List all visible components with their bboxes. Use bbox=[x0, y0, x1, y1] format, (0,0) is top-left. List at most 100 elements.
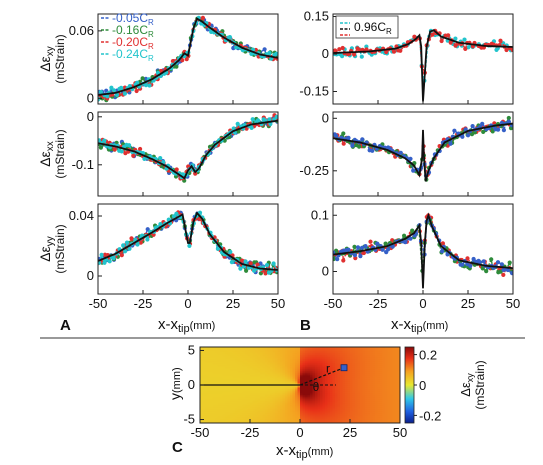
y-axis-label-a3: Δεyy bbox=[37, 236, 56, 262]
x-tick-label: 0 bbox=[184, 296, 191, 311]
y-tick-label: -5 bbox=[183, 412, 195, 427]
panel-a1: 0 0.06 Δεxy(mStrain) bbox=[37, 13, 279, 105]
data-point-cyan bbox=[127, 84, 132, 89]
data-point-cyan bbox=[98, 260, 102, 265]
data-point-red bbox=[341, 141, 346, 146]
colorbar-gradient bbox=[404, 346, 415, 424]
data-point-red bbox=[337, 47, 342, 52]
data-point-blue bbox=[360, 137, 365, 142]
x-axis-label-c: x-xtip(mm) bbox=[276, 442, 333, 461]
data-point-blue bbox=[477, 260, 482, 265]
legend-b: 0.96CR bbox=[335, 15, 399, 39]
panel-label-a: A bbox=[60, 317, 71, 334]
y-axis-unit-a2: (mStrain) bbox=[53, 129, 67, 178]
data-point-blue bbox=[370, 148, 375, 153]
data-point-red bbox=[352, 52, 357, 57]
model-curve bbox=[98, 211, 278, 271]
data-point-blue bbox=[359, 245, 365, 250]
data-point-blue bbox=[496, 127, 501, 132]
data-point-cyan bbox=[227, 35, 232, 40]
data-point-green bbox=[490, 129, 495, 134]
x-tick-label: -25 bbox=[369, 296, 388, 311]
data-point-red bbox=[129, 236, 134, 241]
data-point-red bbox=[390, 238, 395, 243]
data-point-red bbox=[463, 46, 468, 52]
data-point-blue bbox=[398, 150, 403, 155]
model-curve bbox=[98, 119, 278, 180]
data-point-blue bbox=[145, 227, 150, 232]
data-point-cyan bbox=[228, 249, 233, 255]
panel-b2: 0 -0.25 bbox=[299, 110, 514, 197]
data-point-red bbox=[498, 38, 503, 43]
series-line-red bbox=[334, 29, 513, 76]
data-point-blue bbox=[262, 47, 267, 52]
data-point-cyan bbox=[127, 246, 132, 251]
series-group-a2 bbox=[98, 113, 278, 183]
y-tick-label: 0 bbox=[322, 264, 329, 279]
data-point-blue bbox=[335, 257, 340, 262]
data-point-blue bbox=[495, 260, 501, 265]
y-tick-label: 0 bbox=[87, 109, 94, 124]
data-point-cyan bbox=[453, 36, 458, 41]
data-point-cyan bbox=[267, 117, 272, 122]
data-point-cyan bbox=[255, 118, 261, 123]
data-point-red bbox=[439, 38, 444, 44]
data-point-blue bbox=[440, 249, 445, 254]
data-point-cyan bbox=[359, 54, 364, 59]
data-point-blue bbox=[505, 267, 511, 273]
y-tick-label: 5 bbox=[188, 342, 195, 357]
y-tick-label: -0.1 bbox=[72, 157, 94, 172]
legend-entry-red: -0.20CR bbox=[112, 35, 154, 51]
y-axis-label-c: y(mm) bbox=[167, 367, 183, 400]
data-point-blue bbox=[334, 133, 339, 138]
data-point-red bbox=[200, 15, 205, 20]
y-axis-unit-a1: (mStrain) bbox=[53, 34, 67, 83]
data-point-red bbox=[364, 47, 369, 52]
data-point-cyan bbox=[109, 85, 114, 90]
colorbar: 0.2 0 -0.2 Δεxy(mStrain) bbox=[404, 346, 487, 424]
data-point-cyan bbox=[98, 89, 103, 95]
y-tick-label: -0.25 bbox=[299, 163, 329, 178]
panel-label-c: C bbox=[172, 439, 183, 456]
model-curve bbox=[333, 122, 513, 182]
data-point-cyan bbox=[267, 50, 272, 56]
colorbar-tick-label: -0.2 bbox=[419, 408, 441, 423]
x-tick-label: -50 bbox=[324, 296, 343, 311]
data-point-cyan bbox=[147, 83, 152, 88]
data-point-blue bbox=[510, 271, 513, 276]
x-tick-label: 50 bbox=[393, 425, 407, 440]
data-point-red bbox=[119, 253, 124, 258]
data-point-cyan bbox=[235, 121, 240, 126]
data-point-red bbox=[501, 272, 506, 277]
data-point-red bbox=[134, 88, 139, 94]
legend-entry-blue: -0.05CR bbox=[112, 11, 154, 27]
data-point-cyan bbox=[107, 259, 112, 264]
series-group-b3 bbox=[333, 212, 513, 289]
data-point-cyan bbox=[135, 80, 140, 85]
y-axis-label-a2: Δεxx bbox=[37, 141, 56, 167]
data-point-cyan bbox=[462, 37, 467, 42]
data-point-green bbox=[506, 115, 511, 121]
data-point-blue bbox=[346, 135, 351, 140]
x-tick-label: 25 bbox=[226, 296, 240, 311]
data-point-blue bbox=[403, 240, 408, 245]
data-point-blue bbox=[501, 128, 506, 133]
model-curve bbox=[333, 212, 513, 289]
data-point-blue bbox=[390, 244, 395, 249]
data-point-blue bbox=[470, 124, 475, 129]
data-point-green bbox=[352, 244, 357, 249]
radial-line bbox=[299, 367, 345, 386]
colorbar-unit: (mStrain) bbox=[473, 360, 487, 409]
data-point-cyan bbox=[340, 54, 345, 59]
legend-box bbox=[335, 15, 399, 39]
data-point-blue bbox=[375, 241, 380, 246]
data-point-red bbox=[398, 48, 403, 53]
data-point-cyan bbox=[250, 117, 255, 122]
theta-label: θ bbox=[313, 380, 320, 394]
data-point-cyan bbox=[102, 138, 107, 143]
data-point-red bbox=[510, 47, 513, 52]
data-point-red bbox=[504, 47, 509, 53]
data-point-green bbox=[333, 256, 336, 262]
y-tick-label: 0 bbox=[322, 46, 329, 61]
